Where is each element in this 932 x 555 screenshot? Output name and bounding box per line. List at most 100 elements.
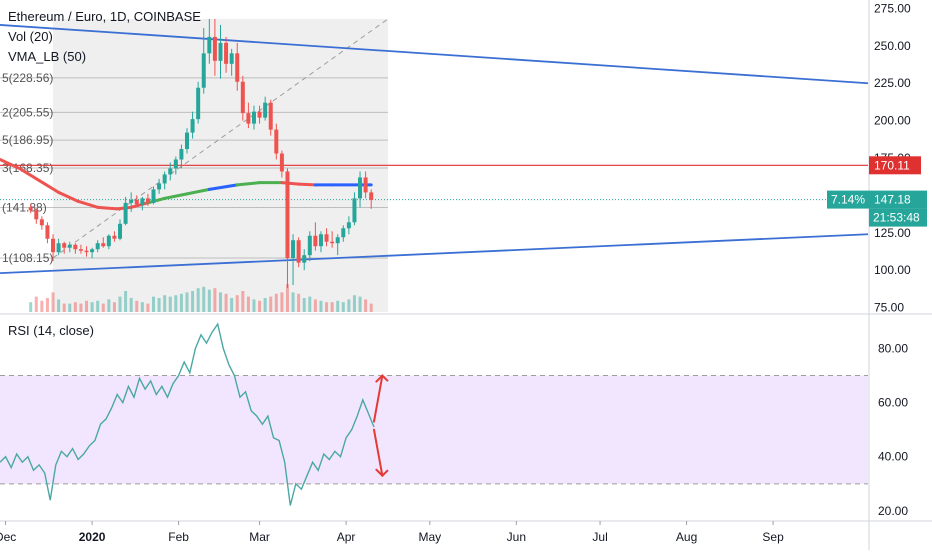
volume-bar	[29, 302, 33, 312]
volume-bar	[101, 303, 105, 312]
volume-bar	[68, 303, 72, 312]
vma-segment	[280, 181, 301, 186]
candle-body	[62, 243, 67, 248]
candle-body	[95, 243, 100, 250]
volume-bar	[62, 303, 66, 312]
vma-segment	[0, 157, 22, 170]
fib-level-label: (141.88)	[2, 201, 47, 215]
candle-body	[67, 244, 72, 248]
candle-body	[190, 119, 195, 133]
candle-body	[90, 249, 95, 253]
candle-body	[151, 189, 156, 203]
symbol-title[interactable]: Ethereum / Euro, 1D, COINBASE	[8, 9, 201, 24]
time-tick-label: Apr	[337, 530, 356, 544]
volume-bar	[202, 286, 206, 312]
time-tick-label: Sep	[762, 530, 784, 544]
volume-bar	[207, 289, 211, 312]
time-tick-label: Jun	[507, 530, 526, 544]
candle-body	[229, 53, 234, 64]
volume-bar	[308, 296, 312, 312]
arrow-up-head	[375, 374, 389, 383]
time-tick-label: Jul	[592, 530, 607, 544]
candle-body	[335, 237, 340, 244]
vma-segment	[185, 187, 211, 196]
volume-bar	[352, 295, 356, 312]
candle-body	[330, 241, 335, 244]
candle-body	[157, 183, 162, 190]
candle-body	[168, 168, 173, 175]
volume-bar	[218, 292, 222, 312]
vma-segment	[57, 190, 80, 203]
annotations[interactable]	[372, 374, 389, 478]
volume-indicator-label[interactable]: Vol (20)	[8, 29, 53, 44]
time-tick-label: Feb	[168, 530, 189, 544]
candle-body	[129, 199, 134, 203]
candle-body	[51, 238, 56, 253]
rsi-indicator-label[interactable]: RSI (14, close)	[8, 323, 94, 338]
volume-bar	[157, 298, 161, 312]
volume-bar	[230, 298, 234, 312]
volume-bar	[90, 302, 94, 312]
volume-bar	[364, 299, 368, 312]
time-tick-label: Mar	[249, 530, 270, 544]
volume-bar	[224, 293, 228, 312]
volume-bar	[258, 300, 262, 312]
fib-level-label: 2(205.55)	[2, 105, 53, 119]
vma-segment	[129, 201, 150, 209]
candle-body	[257, 111, 262, 118]
candle-body	[28, 207, 33, 211]
candle-body	[313, 235, 318, 247]
candles	[28, 18, 374, 289]
vma-segment	[207, 183, 239, 191]
vma-segment	[146, 196, 167, 205]
vma-indicator-label[interactable]: VMA_LB (50)	[8, 49, 87, 64]
volume-bar	[79, 303, 83, 312]
volume-bar	[185, 292, 189, 312]
rsi-axis[interactable]: 80.00 60.00 40.00 20.00	[878, 341, 908, 517]
candle-body	[307, 235, 312, 256]
vma-segment	[163, 192, 189, 200]
volume-bar	[358, 296, 362, 312]
candle-body	[84, 250, 89, 253]
candle-body	[235, 53, 240, 82]
time-tick-label: Aug	[676, 530, 697, 544]
vma-segment	[235, 181, 262, 187]
time-axis[interactable]: Dec 2020 Feb Mar Apr May Jun Jul Aug Sep	[0, 521, 784, 544]
vma-segment	[297, 182, 317, 187]
candle-body	[207, 36, 212, 54]
volume-bar	[313, 299, 317, 312]
volume-bar	[336, 300, 340, 312]
candle-body	[263, 102, 268, 118]
candle-body	[201, 53, 206, 88]
last-price-text: 147.18	[874, 193, 911, 207]
candle-body	[251, 111, 256, 124]
volume-bar	[152, 296, 156, 312]
volume-bar	[297, 293, 301, 312]
volume-bar	[263, 298, 267, 312]
vma-segment	[18, 166, 41, 182]
horizontal-levels[interactable]	[0, 164, 868, 201]
candle-body	[324, 234, 329, 242]
time-tick-label: Dec	[0, 530, 16, 544]
rsi-tick-label: 80.00	[878, 341, 908, 355]
volume-bar	[112, 302, 116, 312]
fib-diagonal	[52, 18, 389, 259]
volume-bar	[330, 302, 334, 312]
trendline	[0, 24, 869, 85]
candle-body	[145, 198, 150, 203]
candle-body	[106, 235, 111, 247]
candle-body	[346, 222, 351, 229]
volume-bar	[213, 288, 217, 312]
candle-body	[302, 255, 307, 263]
price-tick-label: 100.00	[874, 263, 911, 277]
candle-body	[291, 240, 296, 259]
candle-body	[196, 87, 201, 120]
volume-bar	[285, 284, 289, 312]
candle-body	[179, 149, 184, 160]
rsi-line	[0, 322, 375, 506]
candle-body	[218, 42, 223, 61]
volume-bar	[73, 302, 77, 312]
trendlines[interactable]	[0, 24, 869, 275]
